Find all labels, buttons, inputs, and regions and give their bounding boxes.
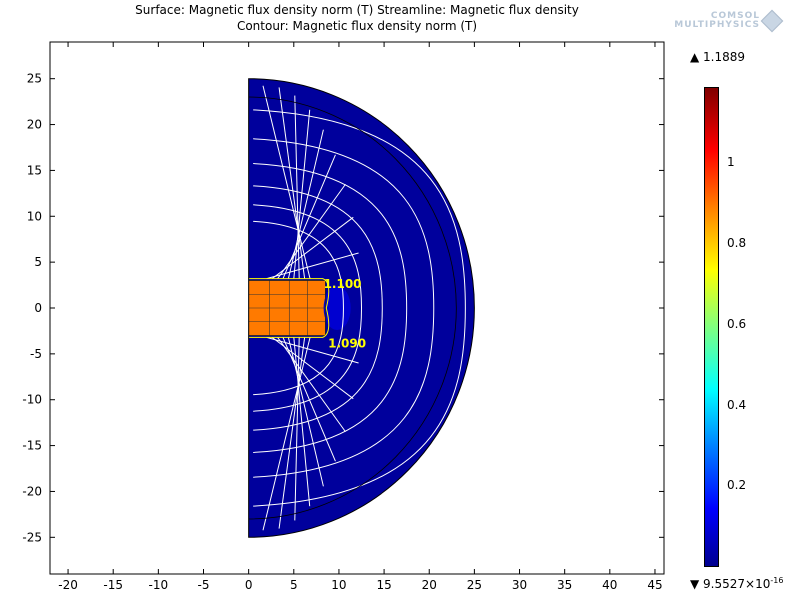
y-tick-label: -10 bbox=[22, 393, 42, 407]
y-tick-label: -25 bbox=[22, 530, 42, 544]
streamline bbox=[253, 204, 363, 412]
logo-text-line1: COMSOL bbox=[710, 11, 760, 21]
y-tick-label: 20 bbox=[27, 118, 42, 132]
low-field-region bbox=[323, 285, 351, 331]
streamline-ray bbox=[294, 95, 300, 279]
streamline-ray bbox=[293, 337, 311, 507]
streamline bbox=[253, 138, 435, 478]
streamline-ray bbox=[262, 337, 311, 531]
x-tick-label: 45 bbox=[647, 578, 662, 592]
colorbar bbox=[704, 87, 719, 567]
y-tick-label: 10 bbox=[27, 209, 42, 223]
x-tick-label: -10 bbox=[149, 578, 169, 592]
streamline-ray bbox=[293, 109, 311, 279]
x-tick-label: -15 bbox=[103, 578, 123, 592]
x-tick-label: 25 bbox=[467, 578, 482, 592]
streamline bbox=[253, 163, 408, 453]
streamline bbox=[253, 185, 383, 431]
magnet-outline bbox=[248, 280, 326, 336]
colorbar-tick-label: 0.2 bbox=[727, 478, 747, 493]
colorbar-tick-label: 0.4 bbox=[727, 397, 747, 412]
contour-label: 1.100 bbox=[324, 277, 362, 291]
x-tick-label: 0 bbox=[245, 578, 253, 592]
contour-line bbox=[248, 278, 330, 338]
streamlines bbox=[253, 85, 466, 531]
x-tick-label: 5 bbox=[290, 578, 298, 592]
y-tick-label: -20 bbox=[22, 484, 42, 498]
x-tick-label: -20 bbox=[58, 578, 78, 592]
y-tick-label: 0 bbox=[34, 301, 42, 315]
streamline-ray bbox=[271, 336, 354, 400]
y-axis-ticks: -25 -20 -15 -10 -5 0 5 10 15 20 25 bbox=[22, 72, 664, 544]
streamline bbox=[253, 109, 466, 507]
streamline-ray bbox=[287, 129, 324, 279]
logo-text-line2: MULTIPHYSICS bbox=[674, 20, 760, 30]
colorbar-min-label: ▼ 9.5527×10-16 bbox=[690, 576, 784, 591]
y-tick-label: -15 bbox=[22, 439, 42, 453]
y-tick-label: -5 bbox=[30, 347, 42, 361]
x-tick-label: -5 bbox=[198, 578, 210, 592]
streamline-ray bbox=[282, 154, 336, 279]
streamline-ray bbox=[287, 337, 324, 487]
colorbar-tick-label: 0.8 bbox=[727, 236, 747, 250]
x-tick-label: 30 bbox=[512, 578, 527, 592]
x-tick-label: 15 bbox=[376, 578, 391, 592]
x-tick-label: 40 bbox=[602, 578, 617, 592]
x-axis-ticks: -20 -15 -10 -5 0 5 10 15 20 25 30 35 40 45 bbox=[58, 42, 663, 592]
colorbar-max-label: ▲ 1.1889 bbox=[690, 50, 746, 64]
colorbar-tick-label: 1 bbox=[727, 155, 735, 170]
streamline-ray bbox=[271, 216, 354, 280]
contour-label: 1.090 bbox=[328, 336, 366, 350]
streamline-ray bbox=[266, 336, 359, 364]
outer-boundary bbox=[248, 78, 475, 538]
streamline-ray bbox=[278, 337, 306, 529]
y-tick-label: 5 bbox=[34, 255, 42, 269]
streamline-ray bbox=[282, 337, 336, 462]
plot-title-line2: Contour: Magnetic flux density norm (T) bbox=[236, 19, 478, 33]
streamline-ray bbox=[277, 337, 346, 433]
plot-title-line1: Surface: Magnetic flux density norm (T) … bbox=[135, 3, 579, 17]
streamline-ray bbox=[277, 183, 346, 279]
x-tick-label: 20 bbox=[422, 578, 437, 592]
comsol-logo: COMSOL MULTIPHYSICS bbox=[668, 9, 788, 36]
x-tick-label: 10 bbox=[331, 578, 346, 592]
streamline-ray bbox=[262, 85, 311, 279]
y-tick-label: 25 bbox=[27, 72, 42, 86]
streamline-ray bbox=[278, 87, 306, 279]
streamline-ray bbox=[266, 252, 359, 280]
colorbar-tick-label: 0.6 bbox=[727, 316, 747, 331]
streamline-ray bbox=[294, 337, 300, 521]
y-tick-label: 15 bbox=[27, 163, 42, 177]
x-tick-label: 35 bbox=[557, 578, 572, 592]
